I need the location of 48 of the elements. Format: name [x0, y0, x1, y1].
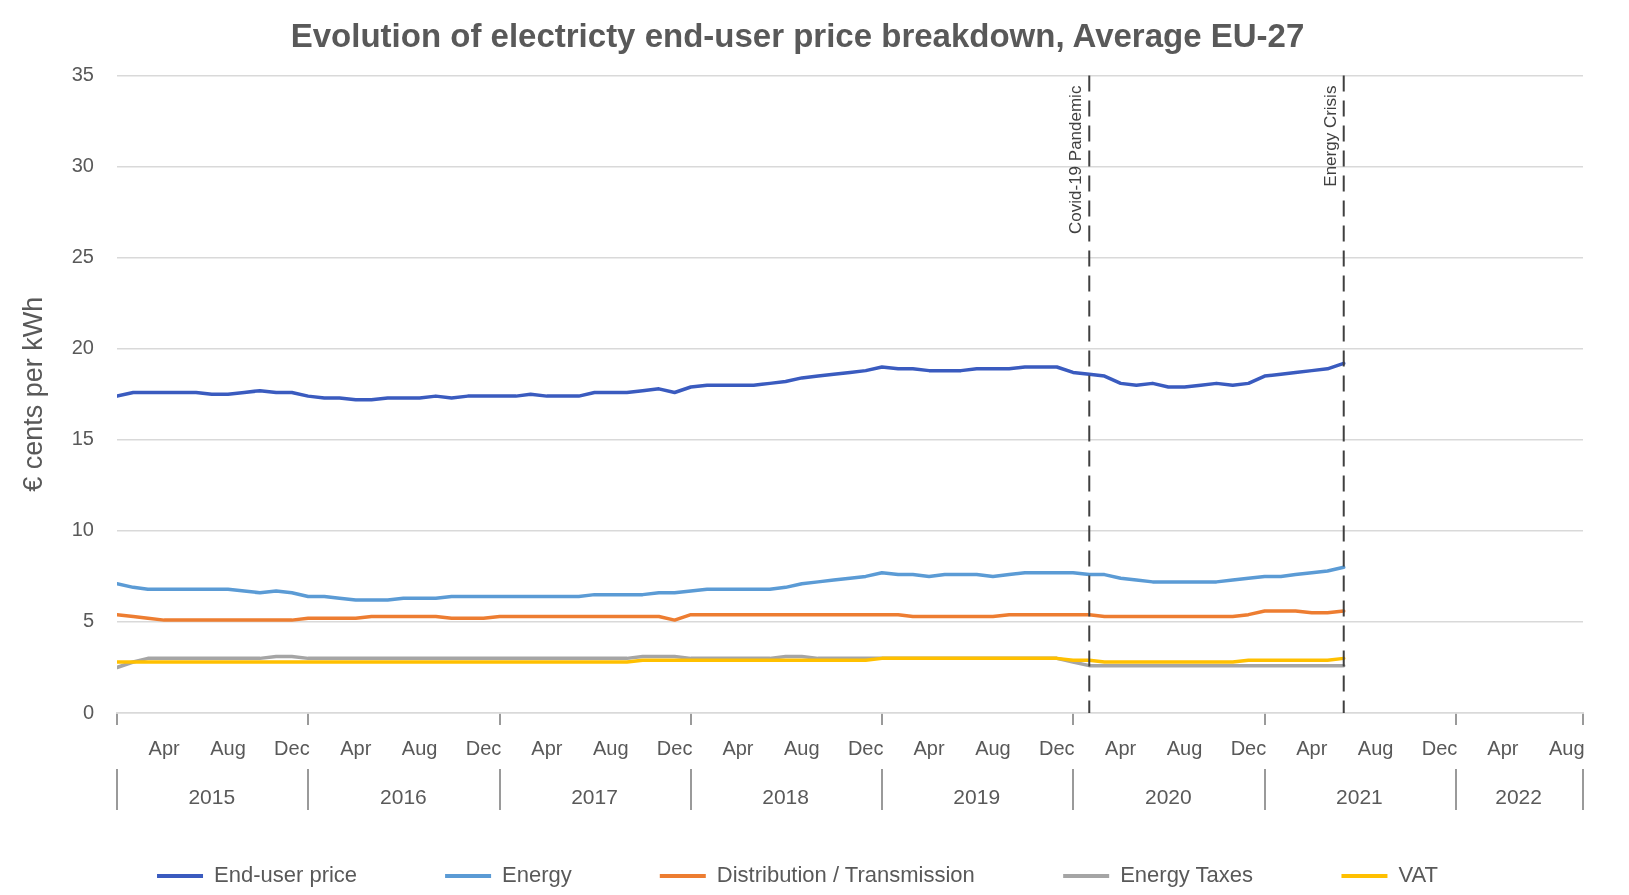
legend-label: End-user price: [214, 862, 358, 888]
x-tick-label: Apr: [531, 736, 563, 759]
y-axis-title: € cents per kWh: [17, 296, 48, 492]
x-tick-label: Aug: [592, 736, 629, 759]
legend-label: Energy: [502, 862, 572, 888]
ref-line-label: Energy Crisis: [1320, 85, 1340, 187]
x2-tick-label: 2019: [953, 785, 1001, 809]
y-tick-label: 15: [71, 427, 94, 450]
y-tick-label: 20: [71, 336, 94, 359]
x-tick-label: Apr: [340, 736, 372, 759]
legend-label: Distribution / Transmission: [716, 862, 975, 888]
x-tick-label: Dec: [1039, 736, 1075, 759]
x-tick-label: Dec: [1230, 736, 1267, 759]
x-tick-label: Aug: [1548, 736, 1585, 759]
x-tick-label: Apr: [913, 736, 945, 759]
legend-label: Energy Taxes: [1120, 862, 1254, 888]
x-tick-label: Apr: [1296, 736, 1328, 759]
x2-tick-label: 2022: [1495, 785, 1542, 809]
x2-tick-label: 2017: [571, 785, 618, 809]
x-tick-label: Aug: [975, 736, 1011, 759]
chart-title: Evolution of electricty end-user price breakdown, Average EU-27: [290, 16, 1305, 54]
x2-tick-label: 2018: [762, 785, 809, 809]
legend-label: VAT: [1398, 862, 1438, 888]
x-tick-label: Apr: [722, 736, 754, 759]
y-tick-label: 0: [82, 700, 94, 723]
y-tick-label: 30: [71, 154, 94, 177]
y-tick-label: 35: [71, 63, 94, 86]
x-tick-label: Dec: [465, 736, 502, 759]
x-tick-label: Dec: [1421, 736, 1458, 759]
x-tick-label: Aug: [210, 736, 246, 759]
x2-tick-label: 2016: [380, 785, 427, 809]
x-tick-label: Dec: [274, 736, 310, 759]
y-tick-label: 10: [71, 518, 94, 541]
x-tick-label: Apr: [1105, 736, 1137, 759]
x2-tick-label: 2015: [188, 785, 236, 809]
x-tick-label: Dec: [847, 736, 884, 759]
x2-tick-label: 2021: [1336, 785, 1383, 809]
y-tick-label: 5: [82, 609, 94, 632]
x-tick-label: Apr: [148, 736, 181, 759]
x-tick-label: Aug: [401, 736, 438, 759]
x-tick-label: Aug: [1357, 736, 1394, 759]
y-tick-label: 25: [71, 245, 94, 268]
x-tick-label: Dec: [656, 736, 693, 759]
x2-tick-label: 2020: [1144, 785, 1192, 809]
x-tick-label: Apr: [1487, 736, 1519, 759]
ref-line-label: Covid-19 Pandemic: [1066, 85, 1086, 234]
x-tick-label: Aug: [1166, 736, 1203, 759]
x-tick-label: Aug: [784, 736, 820, 759]
